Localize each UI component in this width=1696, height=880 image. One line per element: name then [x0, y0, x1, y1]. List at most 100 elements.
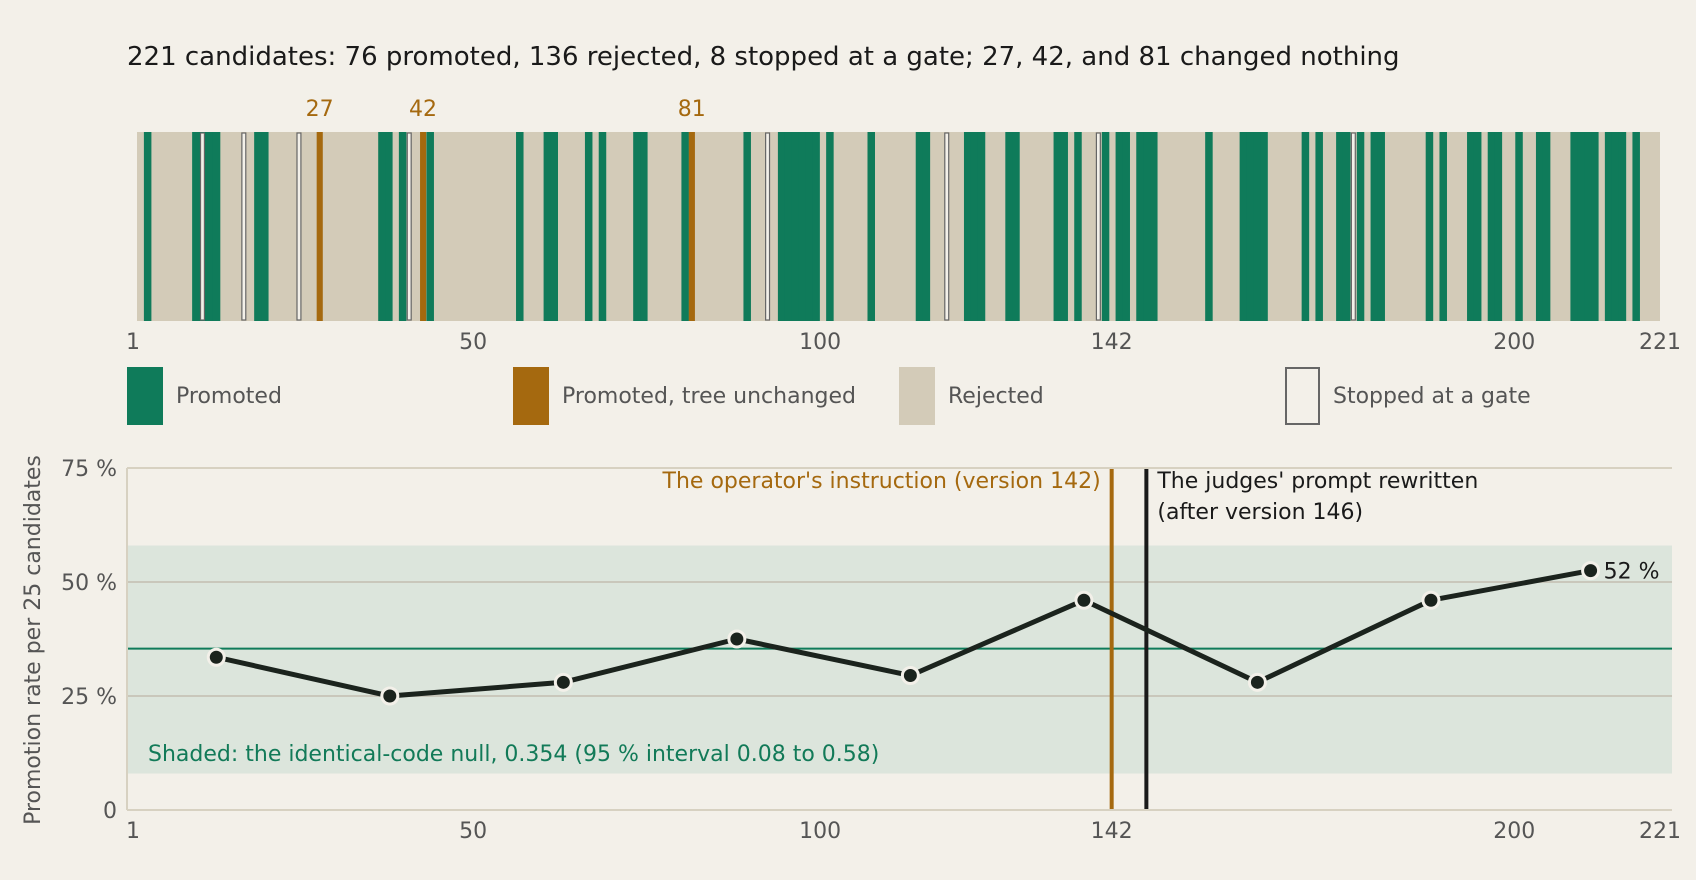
strip-bar-promoted: [1074, 132, 1082, 321]
strip-bar-unchanged: [688, 132, 695, 321]
strip-bar-promoted: [1425, 132, 1434, 321]
strip-bar-promoted: [798, 132, 807, 321]
strip-bar-promoted: [1377, 132, 1385, 321]
chart-title: 221 candidates: 76 promoted, 136 rejecte…: [127, 42, 1400, 72]
legend-swatch-gate: [1285, 367, 1320, 425]
y-tick-label: 50 %: [61, 571, 117, 596]
strip-bar-promoted: [1618, 132, 1627, 321]
strip-bar-promoted: [784, 132, 793, 321]
strip-bar-promoted: [743, 132, 751, 321]
x-tick-label: 100: [799, 819, 841, 844]
strip-bar-promoted: [1494, 132, 1503, 321]
strip-bar-promoted: [791, 132, 800, 321]
strip-bar-promoted: [212, 132, 221, 321]
strip-bar-promoted: [1012, 132, 1020, 321]
strip-highlight-label: 27: [306, 97, 334, 122]
legend-label-rejected: Rejected: [948, 384, 1044, 409]
strip-bar-promoted: [261, 132, 269, 321]
strip-bar-promoted: [1591, 132, 1599, 321]
strip-bar-promoted: [398, 132, 407, 321]
strip-bar-gate: [944, 132, 950, 321]
strip-bar-promoted: [1115, 132, 1124, 321]
strip-bar-promoted: [777, 132, 786, 321]
event-marker-label: (after version 146): [1157, 500, 1363, 525]
strip-bar-promoted: [598, 132, 607, 321]
strip-bar-promoted: [1515, 132, 1523, 321]
strip-bar-promoted: [1604, 132, 1613, 321]
strip-bar-promoted: [1611, 132, 1620, 321]
strip-bar-promoted: [1246, 132, 1255, 321]
strip-bar-promoted: [1239, 132, 1248, 321]
strip-bar-promoted: [977, 132, 986, 321]
data-point: [553, 672, 573, 692]
strip-x-tick-label: 50: [459, 330, 487, 355]
null-interval-band: [127, 545, 1672, 774]
strip-bar-unchanged: [420, 132, 427, 321]
strip-bar-promoted: [1439, 132, 1447, 321]
x-tick-label: 1: [126, 819, 140, 844]
strip-bar-promoted: [915, 132, 924, 321]
strip-bar-gate: [1095, 132, 1101, 321]
strip-bar-promoted: [1542, 132, 1551, 321]
legend: Promoted Promoted, tree unchanged Reject…: [127, 367, 1531, 425]
strip-bar-promoted: [805, 132, 813, 321]
null-note: Shaded: the identical-code null, 0.354 (…: [148, 742, 879, 767]
strip-x-tick-label: 200: [1493, 330, 1535, 355]
strip-x-tick-label: 1: [126, 330, 140, 355]
strip-bar-promoted: [385, 132, 393, 321]
legend-swatch-promoted: [127, 367, 163, 425]
strip-bar-promoted: [1101, 132, 1110, 321]
strip-bar-unchanged: [316, 132, 323, 321]
event-marker-label: The operator's instruction (version 142): [662, 469, 1101, 494]
strip-bar-promoted: [378, 132, 386, 321]
end-value-label: 52 %: [1604, 560, 1660, 585]
strip-bar-promoted: [1336, 132, 1344, 321]
strip-bar-promoted: [584, 132, 593, 321]
event-marker-label: The judges' prompt rewritten: [1156, 469, 1478, 494]
strip-bar-promoted: [426, 132, 434, 321]
strip-bar-promoted: [1473, 132, 1482, 321]
strip-bar-promoted: [192, 132, 200, 321]
strip-x-tick-label: 142: [1091, 330, 1133, 355]
strip-bar-promoted: [1205, 132, 1213, 321]
strip-bar-gate: [296, 132, 302, 321]
y-axis-label: Promotion rate per 25 candidates: [21, 455, 46, 825]
strip-bar-promoted: [254, 132, 262, 321]
strip-bar-promoted: [812, 132, 820, 321]
strip-bar-promoted: [1122, 132, 1130, 321]
strip-bar-promoted: [1260, 132, 1268, 321]
strip-bar-promoted: [1467, 132, 1475, 321]
strip-bar-promoted: [550, 132, 558, 321]
strip-bar-promoted: [1315, 132, 1323, 321]
strip-highlight-label: 42: [409, 97, 437, 122]
rate-line-chart: Shaded: the identical-code null, 0.354 (…: [21, 455, 1681, 844]
strip-bar-promoted: [1301, 132, 1310, 321]
data-point: [1421, 590, 1441, 610]
strip-bar-promoted: [1570, 132, 1578, 321]
strip-bar-gate: [765, 132, 771, 321]
data-point: [900, 665, 920, 685]
legend-label-promoted: Promoted: [176, 384, 282, 409]
strip-bar-gate: [1350, 132, 1356, 321]
legend-swatch-unchanged: [513, 367, 549, 425]
strip-bar-promoted: [516, 132, 524, 321]
strip-bar-promoted: [826, 132, 834, 321]
strip-bar-gate: [241, 132, 247, 321]
strip-bar-promoted: [867, 132, 875, 321]
data-point: [1074, 590, 1094, 610]
strip-bar-promoted: [205, 132, 214, 321]
data-point: [727, 629, 747, 649]
data-point: [380, 686, 400, 706]
legend-label-unchanged: Promoted, tree unchanged: [562, 384, 856, 409]
strip-bar-promoted: [963, 132, 972, 321]
x-tick-label: 142: [1091, 819, 1133, 844]
candidate-strip: 27 42 81 1 50 100 142 200 221: [126, 97, 1681, 355]
strip-bar-promoted: [1342, 132, 1351, 321]
strip-bar-promoted: [143, 132, 152, 321]
x-tick-label: 50: [459, 819, 487, 844]
strip-x-tick-label: 100: [799, 330, 841, 355]
strip-highlight-label: 81: [678, 97, 706, 122]
legend-swatch-rejected: [899, 367, 935, 425]
legend-label-gate: Stopped at a gate: [1333, 384, 1531, 409]
x-tick-label: 221: [1639, 819, 1681, 844]
